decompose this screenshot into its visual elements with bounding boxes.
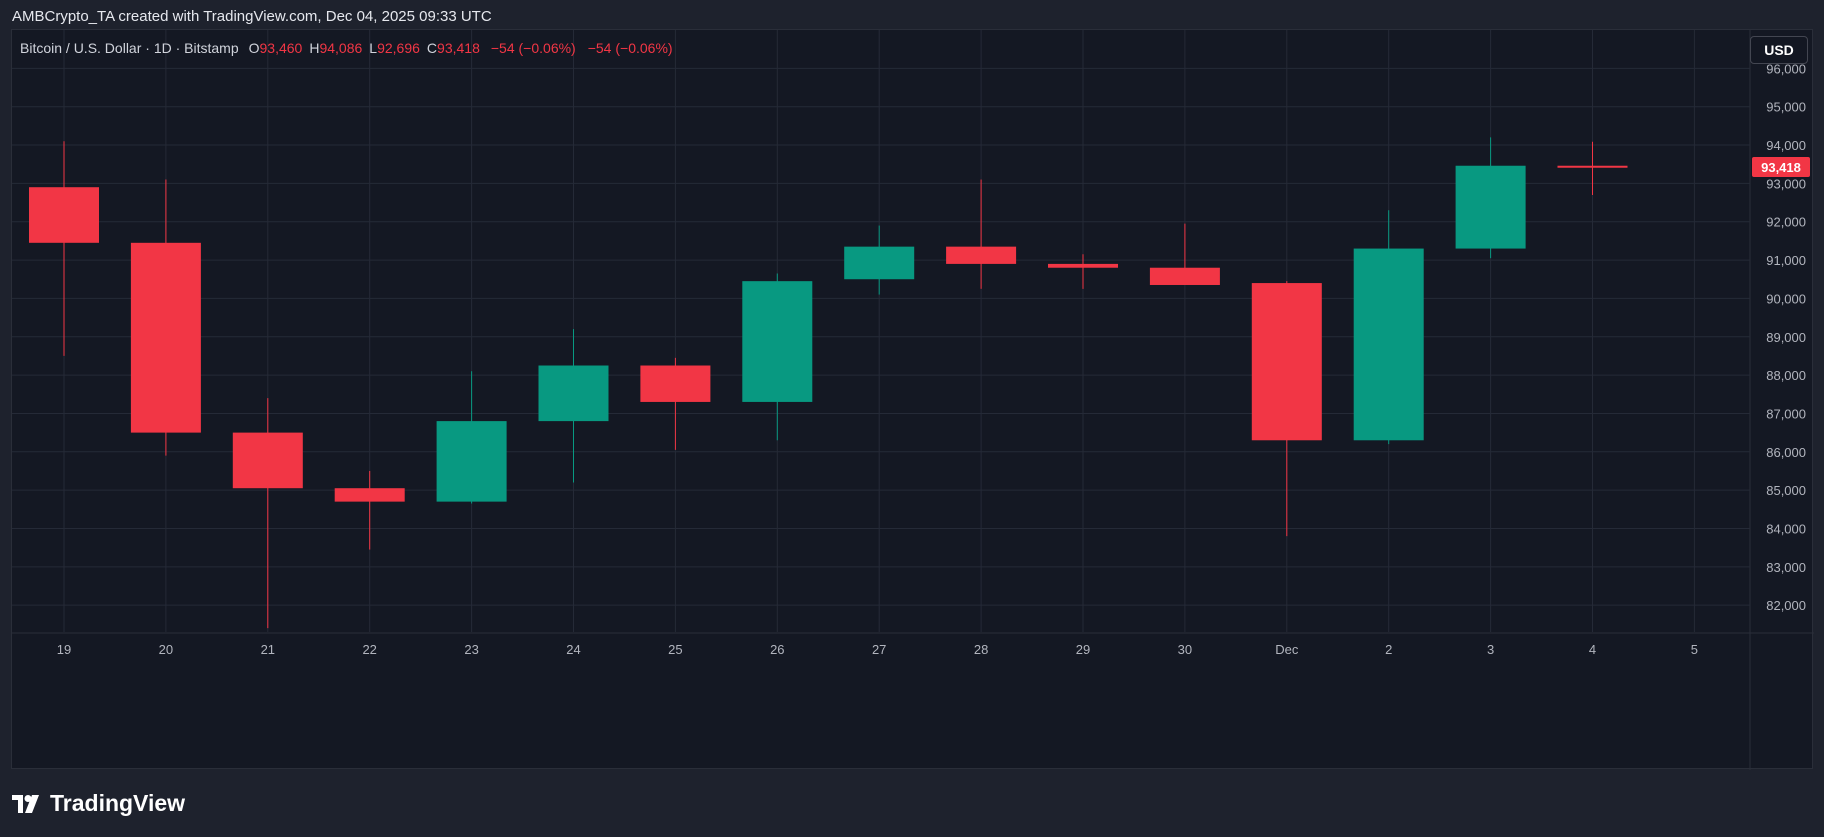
x-tick-label: 30 bbox=[1178, 642, 1192, 657]
x-tick-label: 19 bbox=[57, 642, 71, 657]
y-tick-label: 86,000 bbox=[1766, 445, 1806, 460]
x-tick-label: 29 bbox=[1076, 642, 1090, 657]
candle-body-down bbox=[29, 187, 99, 243]
currency-button[interactable]: USD bbox=[1750, 36, 1808, 64]
tradingview-logo: TradingView bbox=[12, 790, 185, 817]
chart-caption: AMBCrypto_TA created with TradingView.co… bbox=[12, 8, 492, 25]
y-tick-label: 91,000 bbox=[1766, 253, 1806, 268]
y-tick-label: 94,000 bbox=[1766, 138, 1806, 153]
candle-body-down bbox=[130, 242, 201, 433]
y-tick-label: 96,000 bbox=[1766, 61, 1806, 76]
change-value: −54 (−0.06%) bbox=[490, 40, 576, 56]
candle-body-down bbox=[1048, 263, 1118, 268]
y-tick-label: 92,000 bbox=[1766, 215, 1806, 230]
x-tick-label: 2 bbox=[1385, 642, 1392, 657]
candle-body-down bbox=[1251, 283, 1322, 441]
candle-body-up bbox=[1455, 165, 1526, 249]
open-value: 93,460 bbox=[259, 40, 303, 56]
symbol-label: Bitcoin / U.S. Dollar · 1D · Bitstamp bbox=[20, 40, 239, 56]
x-tick-label: 22 bbox=[362, 642, 376, 657]
candles bbox=[29, 137, 1628, 629]
y-tick-label: 82,000 bbox=[1766, 598, 1806, 613]
y-tick-label: 87,000 bbox=[1766, 406, 1806, 421]
x-tick-label: 5 bbox=[1691, 642, 1698, 657]
candle-body-up bbox=[538, 365, 609, 422]
x-tick-label: 23 bbox=[464, 642, 478, 657]
x-tick-label: 26 bbox=[770, 642, 784, 657]
candle-body-up bbox=[436, 421, 507, 502]
candle-body-up bbox=[844, 246, 915, 280]
last-price-tag: 93,418 bbox=[1752, 157, 1810, 178]
candle-body-down bbox=[232, 432, 303, 489]
grid-lines bbox=[12, 30, 1814, 770]
x-tick-label: 20 bbox=[159, 642, 173, 657]
candlestick-chart: 82,000 83,000 84,000 85,000 86,000 87,000 88,0… bbox=[12, 30, 1814, 770]
close-key: C bbox=[426, 40, 438, 56]
close-value: 93,418 bbox=[437, 40, 480, 56]
y-tick-label: 90,000 bbox=[1766, 291, 1806, 306]
y-tick-label: 95,000 bbox=[1766, 100, 1806, 115]
x-tick-label: 28 bbox=[974, 642, 988, 657]
chart-frame: 82,000 83,000 84,000 85,000 86,000 87,000 88,0… bbox=[11, 29, 1814, 770]
x-tick-label: 21 bbox=[261, 642, 275, 657]
y-tick-label: 88,000 bbox=[1766, 368, 1806, 383]
y-tick-label: 84,000 bbox=[1766, 521, 1806, 536]
open-key: O bbox=[248, 40, 260, 56]
x-tick-label: Dec bbox=[1275, 642, 1299, 657]
logo-text: TradingView bbox=[50, 790, 186, 816]
high-value: 94,086 bbox=[319, 40, 363, 56]
candle-body-down bbox=[334, 488, 405, 502]
low-value: 92,696 bbox=[377, 40, 420, 56]
low-key: L bbox=[369, 40, 378, 56]
change-value-secondary: −54 (−0.06%) bbox=[587, 40, 673, 56]
candle-body-down bbox=[1149, 267, 1220, 285]
candle-body-down bbox=[1557, 165, 1628, 168]
high-key: H bbox=[309, 40, 320, 56]
y-tick-label: 89,000 bbox=[1766, 330, 1806, 345]
y-tick-label: 93,000 bbox=[1766, 176, 1806, 191]
candle-body-down bbox=[640, 365, 711, 402]
candle-body-up bbox=[1353, 248, 1424, 441]
x-tick-label: 25 bbox=[668, 642, 682, 657]
x-tick-label: 24 bbox=[566, 642, 580, 657]
candle-body-down bbox=[946, 246, 1017, 264]
y-tick-label: 83,000 bbox=[1766, 560, 1806, 575]
price-axis: 82,000 83,000 84,000 85,000 86,000 87,000 88,0… bbox=[1766, 61, 1806, 613]
x-tick-label: 3 bbox=[1487, 642, 1494, 657]
y-tick-label: 85,000 bbox=[1766, 483, 1806, 498]
tradingview-logo-icon bbox=[12, 794, 39, 813]
time-axis: 19 20 21 22 23 24 25 26 27 28 29 30 Dec 2 3 4 5 bbox=[57, 642, 1698, 657]
symbol-legend: Bitcoin / U.S. Dollar · 1D · Bitstamp O … bbox=[20, 40, 681, 56]
x-tick-label: 27 bbox=[872, 642, 886, 657]
x-tick-label: 4 bbox=[1589, 642, 1596, 657]
candle-body-up bbox=[742, 281, 813, 402]
